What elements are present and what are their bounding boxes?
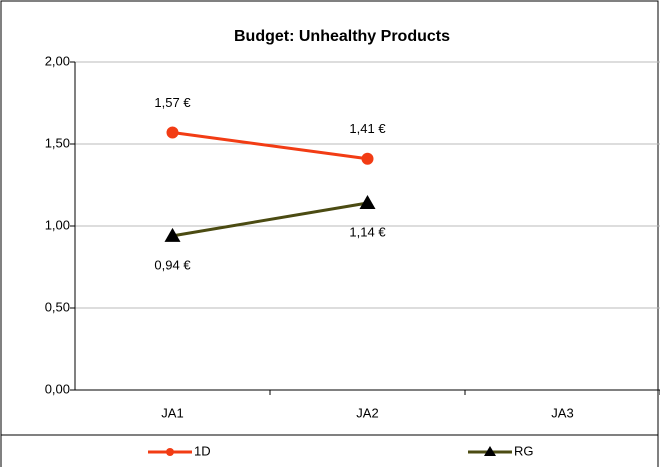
data-label: 1,14 € [349, 224, 386, 239]
data-point [164, 227, 181, 242]
legend-label: RG [514, 443, 534, 458]
y-tick-label: 1,50 [45, 135, 70, 150]
legend-marker [166, 448, 174, 456]
data-point [166, 126, 179, 139]
data-label: 1,41 € [349, 121, 386, 136]
x-tick-label: JA1 [161, 405, 183, 420]
data-label: 1,57 € [154, 95, 191, 110]
chart-title: Budget: Unhealthy Products [234, 28, 450, 45]
x-tick-label: JA3 [551, 405, 573, 420]
y-tick-label: 2,00 [45, 53, 70, 68]
y-tick-label: 0,50 [45, 299, 70, 314]
data-label: 0,94 € [154, 257, 191, 272]
series-line [172, 131, 368, 161]
data-point [361, 152, 374, 165]
series-line [172, 201, 368, 238]
data-point [359, 195, 376, 210]
y-tick-label: 1,00 [45, 217, 70, 232]
x-tick-label: JA2 [356, 405, 378, 420]
y-tick-label: 0,00 [45, 381, 70, 396]
legend-label: 1D [194, 443, 211, 458]
legend-marker [484, 446, 496, 456]
